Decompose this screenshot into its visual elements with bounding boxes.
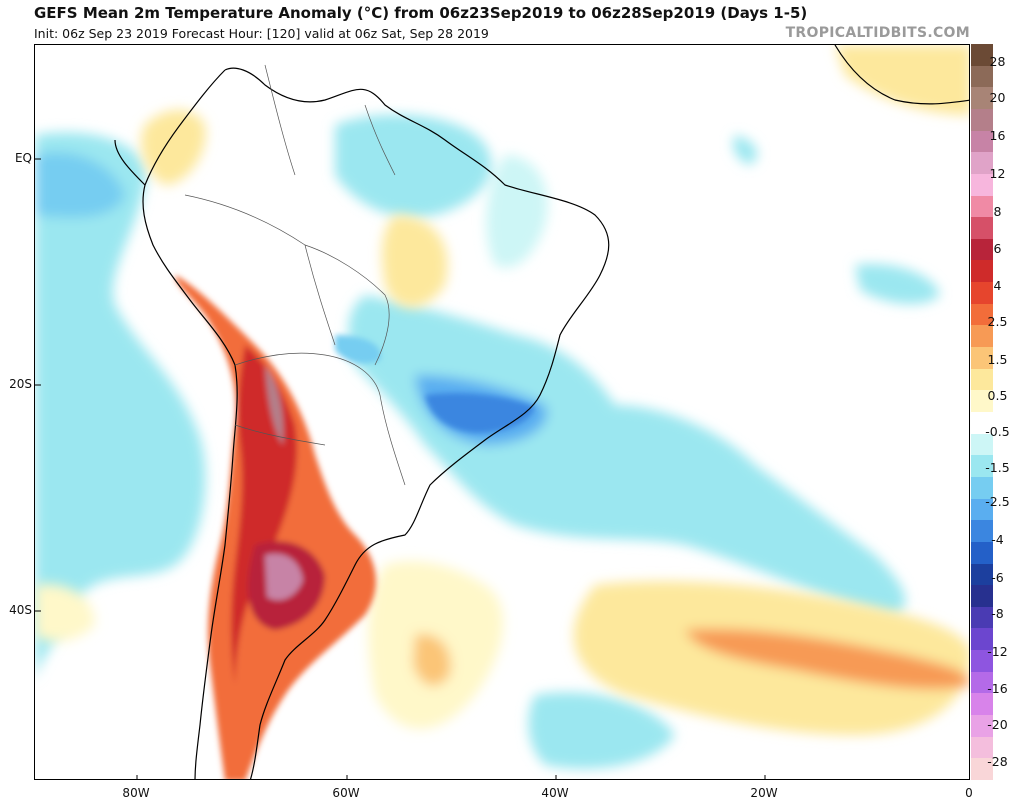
colorbar-swatch [971, 65, 993, 88]
colorbar-label: 2.5 [987, 314, 1008, 329]
lat-label-20s: 20S [9, 377, 32, 391]
colorbar-swatch [971, 650, 993, 673]
colorbar-label: -12 [987, 644, 1008, 659]
colorbar-swatch [971, 282, 993, 305]
colorbar-swatch [971, 303, 993, 326]
anomaly-map [35, 45, 969, 779]
colorbar-swatch [971, 455, 993, 478]
colorbar-swatch [971, 44, 993, 67]
africa-coastline [834, 45, 969, 105]
strong-cool-core [335, 335, 535, 433]
colorbar-label: 20 [989, 90, 1006, 105]
colorbar-label: 0.5 [987, 388, 1008, 403]
colorbar-swatch [971, 325, 993, 348]
colorbar-swatch [971, 671, 993, 694]
lon-label-60w: 60W [332, 786, 360, 800]
brand-watermark: TROPICALTIDBITS.COM [785, 25, 970, 41]
country-borders [184, 64, 406, 486]
colorbar-swatch [971, 347, 993, 370]
colorbar-swatch [971, 87, 993, 110]
lon-label-20w: 20W [750, 786, 778, 800]
colorbar-swatch [971, 412, 993, 435]
colorbar-label: 28 [989, 54, 1006, 69]
colorbar-label: 6 [993, 241, 1002, 256]
colorbar-label: 4 [993, 278, 1002, 293]
colorbar-swatch [971, 173, 993, 197]
colorbar-swatch [971, 715, 993, 738]
colorbar-swatch [971, 130, 993, 153]
colorbar-label: -20 [987, 717, 1008, 732]
lon-label-40w: 40W [541, 786, 569, 800]
colorbar-label: -6 [991, 570, 1004, 585]
colorbar-swatch [971, 758, 993, 781]
colorbar-label: 12 [989, 166, 1006, 181]
colorbar-swatch [971, 238, 993, 261]
coastlines [114, 67, 610, 779]
colorbar-swatch [971, 217, 993, 240]
colorbar-swatch [971, 433, 993, 456]
colorbar-swatch [971, 390, 993, 413]
colorbar-label: -0.5 [985, 424, 1010, 439]
colorbar-label: 1.5 [987, 352, 1008, 367]
colorbar-label: -4 [991, 532, 1004, 547]
colorbar-swatch [971, 693, 993, 716]
colorbar-labels: 28 20 16 12 8 6 4 2.5 1.5 0.5 -0.5 -1.5 -2.5 -4 -6 -8 -1… [971, 44, 1024, 780]
warm-anomaly-shading [35, 45, 969, 735]
map-title: GEFS Mean 2m Temperature Anomaly (°C) fr… [34, 4, 808, 22]
colorbar-label: 16 [989, 128, 1006, 143]
intense-warm-anomaly [175, 275, 376, 779]
colorbar-label: -8 [991, 606, 1004, 621]
lat-label-eq: EQ [14, 151, 32, 165]
colorbar-swatch [971, 108, 993, 132]
cool-anomaly-shading [35, 114, 940, 769]
colorbar-swatch [971, 476, 993, 500]
colorbar-swatch [971, 563, 993, 586]
lon-label-0: 0 [965, 786, 973, 800]
colorbar-swatch [971, 152, 993, 175]
colorbar-swatch [971, 520, 993, 543]
colorbar-label: -28 [987, 754, 1008, 769]
colorbar-swatch [971, 736, 993, 759]
colorbar-label: -1.5 [985, 460, 1010, 475]
map-subtitle: Init: 06z Sep 23 2019 Forecast Hour: [12… [34, 26, 489, 41]
colorbar-swatch [971, 260, 993, 283]
colorbar-swatch [971, 541, 993, 565]
colorbar-swatch [971, 628, 993, 651]
colorbar-swatch [971, 368, 993, 391]
lat-label-40s: 40S [9, 603, 32, 617]
map-graticule-ticks [35, 158, 766, 779]
colorbar-label: 8 [993, 204, 1002, 219]
colorbar [971, 44, 993, 781]
colorbar-label: -16 [987, 681, 1008, 696]
colorbar-swatch [971, 606, 993, 629]
colorbar-swatch [971, 195, 993, 218]
map-area[interactable] [34, 44, 970, 780]
lon-label-80w: 80W [122, 786, 150, 800]
colorbar-label: -2.5 [985, 494, 1010, 509]
colorbar-swatch [971, 498, 993, 521]
colorbar-swatch [971, 585, 993, 608]
